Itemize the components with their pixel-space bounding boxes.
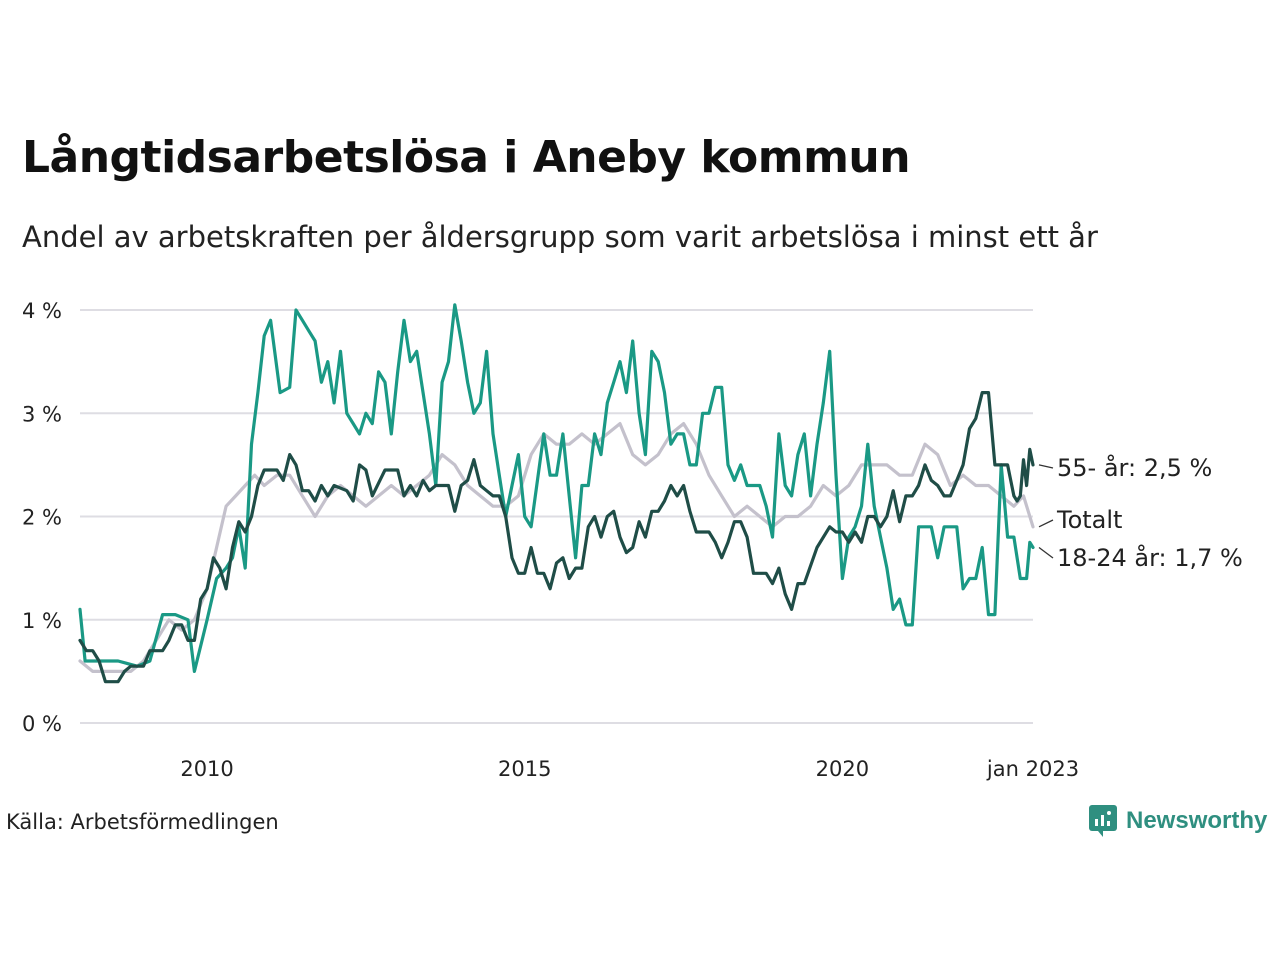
y-tick-label: 1 % xyxy=(22,609,62,633)
source-note: Källa: Arbetsförmedlingen xyxy=(6,810,279,834)
series-line xyxy=(78,391,1035,684)
x-tick-label: 2010 xyxy=(180,757,233,781)
y-tick-label: 3 % xyxy=(22,402,62,426)
x-axis-ticks: 2010 2015 2020 jan 2023 xyxy=(180,757,1079,781)
series-end-label: 18-24 år: 1,7 % xyxy=(1057,543,1243,572)
chart-title: Långtidsarbetslösa i Aneby kommun xyxy=(22,132,911,183)
chart-subtitle: Andel av arbetskraften per åldersgrupp s… xyxy=(22,220,1098,254)
newsworthy-logo-icon xyxy=(1089,805,1117,837)
brand-name: Newsworthy xyxy=(1126,807,1268,834)
end-label-leader xyxy=(1038,519,1054,528)
series-line xyxy=(78,422,1035,673)
series-lines xyxy=(78,303,1035,684)
brand-logo: Newsworthy xyxy=(1088,804,1267,838)
end-labels: Totalt 18-24 år: 1,7 % 55- år: 2,5 % xyxy=(1038,453,1243,572)
end-label-leader xyxy=(1038,464,1054,469)
y-tick-label: 4 % xyxy=(22,299,62,323)
x-tick-label: jan 2023 xyxy=(986,757,1079,781)
y-tick-label: 0 % xyxy=(22,712,62,736)
series-line xyxy=(78,303,1035,673)
series-end-label: Totalt xyxy=(1056,506,1122,534)
y-tick-label: 2 % xyxy=(22,506,62,530)
x-tick-label: 2020 xyxy=(816,757,869,781)
series-end-label: 55- år: 2,5 % xyxy=(1057,453,1212,482)
x-tick-label: 2015 xyxy=(498,757,551,781)
y-axis-ticks: 0 % 1 % 2 % 3 % 4 % xyxy=(22,299,62,736)
end-label-leader xyxy=(1038,546,1054,559)
